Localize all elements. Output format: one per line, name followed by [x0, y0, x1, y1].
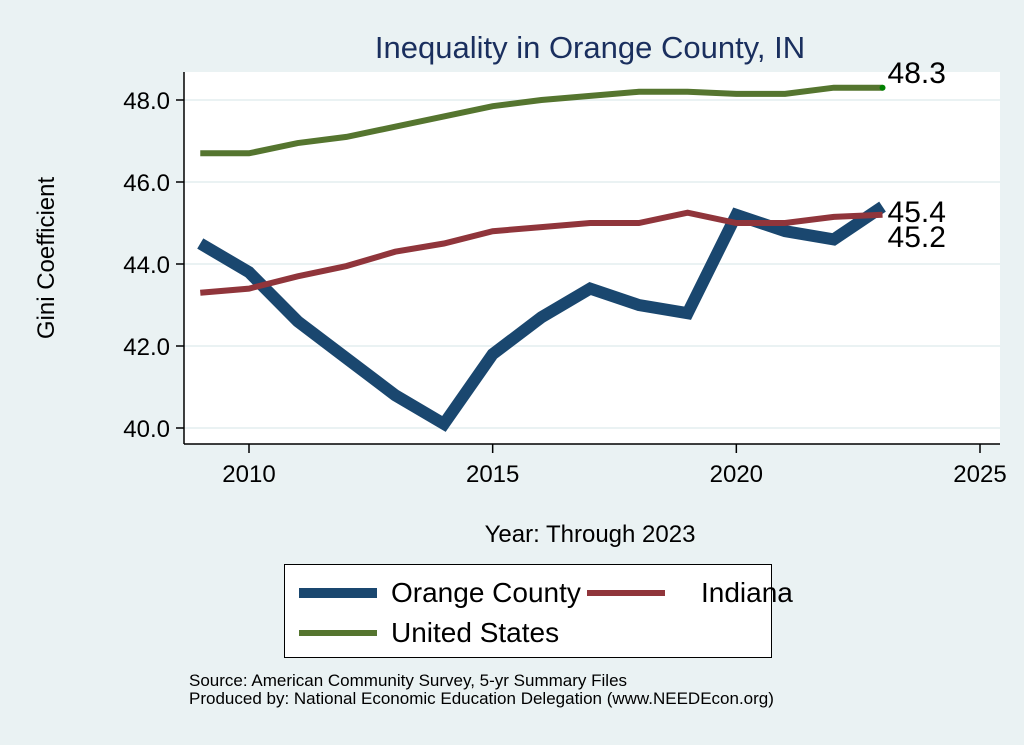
y-tick-label: 42.0	[123, 334, 170, 361]
plot-area	[184, 72, 1000, 444]
end-label-indiana: 45.2	[888, 221, 946, 254]
legend-item-united-states: United States	[299, 617, 559, 649]
series-lines	[197, 84, 886, 432]
legend-swatch-orange-county	[299, 588, 377, 598]
series-line-indiana	[200, 209, 883, 296]
y-axis-ticks: 40.0 42.0 44.0 46.0 48.0	[123, 88, 184, 443]
legend-label: Indiana	[701, 577, 793, 608]
source-line: Source: American Community Survey, 5-yr …	[189, 671, 628, 690]
x-tick-label: 2025	[953, 461, 1006, 488]
legend-label: Orange County	[391, 577, 581, 608]
legend-swatch-indiana	[587, 590, 665, 596]
legend-item-orange-county: Orange County	[299, 577, 581, 609]
x-tick-label: 2020	[710, 461, 763, 488]
legend-label: United States	[391, 617, 560, 648]
y-tick-label: 46.0	[123, 170, 170, 197]
x-tick-label: 2015	[466, 461, 519, 488]
source-note: Source: American Community Survey, 5-yr …	[189, 672, 774, 708]
end-label-united-states: 48.3	[888, 57, 946, 90]
x-tick-label: 2010	[222, 461, 275, 488]
gridlines	[184, 99, 1000, 429]
series-line-united-states	[200, 84, 883, 157]
axes	[183, 72, 1000, 445]
legend: Orange County Indiana United States	[284, 564, 793, 658]
x-axis-title: Year: Through 2023	[485, 521, 696, 548]
end-labels: 45.445.2 48.3	[888, 57, 946, 254]
y-tick-label: 48.0	[123, 88, 170, 115]
y-tick-label: 40.0	[123, 416, 170, 443]
legend-swatch-united-states	[299, 630, 377, 636]
legend-item-indiana: Indiana	[587, 577, 793, 609]
endpoint-marker	[879, 84, 886, 91]
y-tick-label: 44.0	[123, 252, 170, 279]
chart-title: Inequality in Orange County, IN	[375, 30, 805, 65]
end-label-orange-county: 45.4	[888, 196, 946, 229]
y-axis-title: Gini Coefficient	[33, 177, 60, 340]
producer-line: Produced by: National Economic Education…	[189, 689, 774, 708]
x-axis-ticks: 2010 2015 2020 2025	[222, 444, 1007, 488]
